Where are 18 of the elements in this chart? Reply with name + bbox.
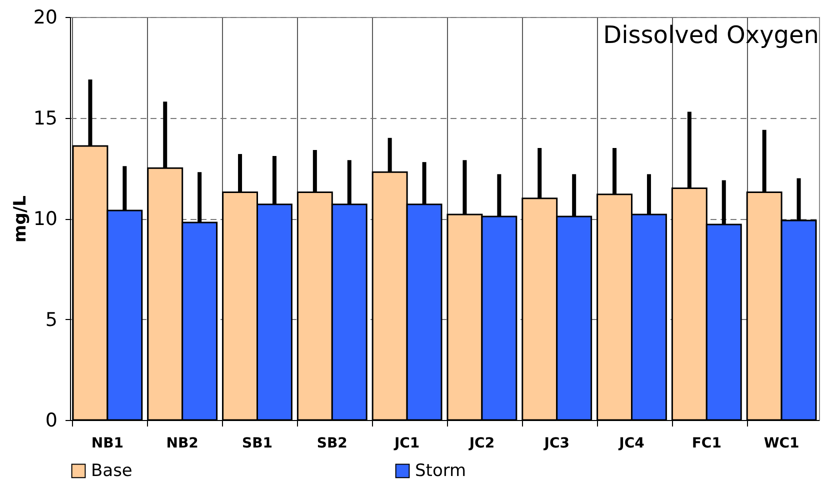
legend-label: Base [91, 460, 132, 481]
x-tick-label: FC1 [692, 436, 722, 452]
x-tick-label: JC3 [543, 436, 570, 452]
legend-label: Storm [415, 460, 466, 481]
x-tick-label: NB1 [91, 436, 124, 452]
x-tick-label: SB2 [316, 436, 348, 452]
x-tick-label: WC1 [764, 436, 800, 452]
y-tick-label: 15 [33, 107, 58, 130]
x-tick-label: JC4 [618, 436, 645, 452]
y-tick-label: 5 [45, 308, 58, 331]
x-tick-label: JC2 [468, 436, 495, 452]
x-tick-label: NB2 [166, 436, 198, 452]
y-tick-label: 0 [45, 410, 58, 432]
y-tick-label: 20 [33, 6, 58, 28]
x-tick-label: JC1 [393, 436, 420, 452]
y-tick-label: 10 [33, 208, 58, 230]
x-tick-label: SB1 [242, 436, 272, 452]
y-axis-title: mg/L [10, 195, 30, 242]
